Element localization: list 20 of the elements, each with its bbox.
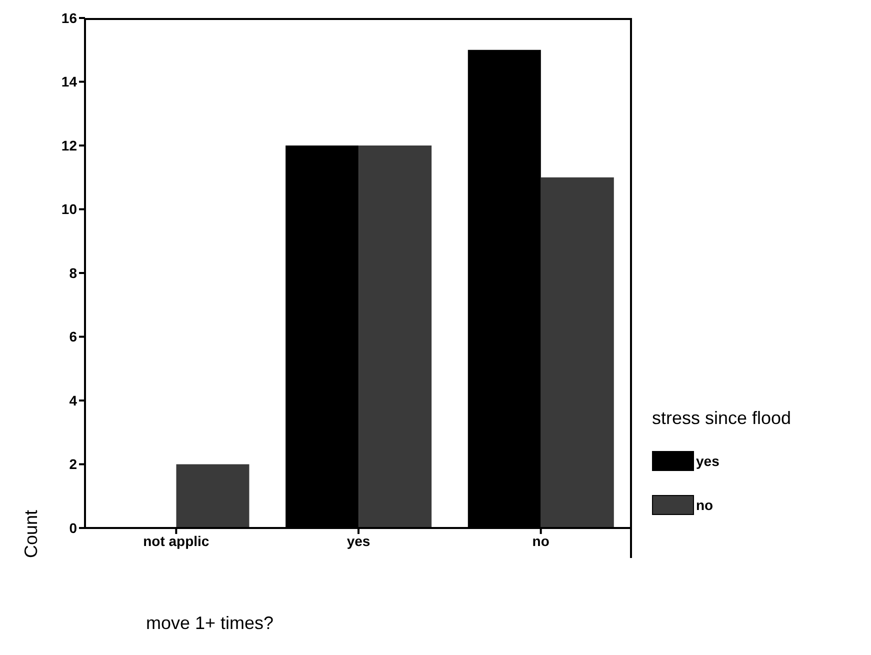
x-axis-title: move 1+ times? xyxy=(146,613,274,634)
y-tick-label: 14 xyxy=(61,74,78,90)
legend-label: no xyxy=(696,497,714,513)
y-tick-label: 0 xyxy=(69,520,78,536)
legend-title: stress since flood xyxy=(652,408,792,429)
x-tick-label: yes xyxy=(346,532,370,549)
y-tick-label: 4 xyxy=(69,392,78,408)
bar xyxy=(540,177,614,528)
bar xyxy=(358,146,432,528)
bar xyxy=(176,464,250,528)
legend-label: yes xyxy=(696,453,720,469)
y-tick-label: 12 xyxy=(61,137,78,154)
y-axis-title: Count xyxy=(21,510,42,558)
y-tick-label: 16 xyxy=(61,10,78,26)
y-tick-label: 6 xyxy=(69,328,78,345)
y-tick-label: 8 xyxy=(69,264,78,281)
x-tick-label: no xyxy=(532,532,550,549)
x-tick-label: not applic xyxy=(143,532,210,549)
y-tick-label: 2 xyxy=(69,456,78,472)
y-tick-label: 10 xyxy=(61,201,78,218)
